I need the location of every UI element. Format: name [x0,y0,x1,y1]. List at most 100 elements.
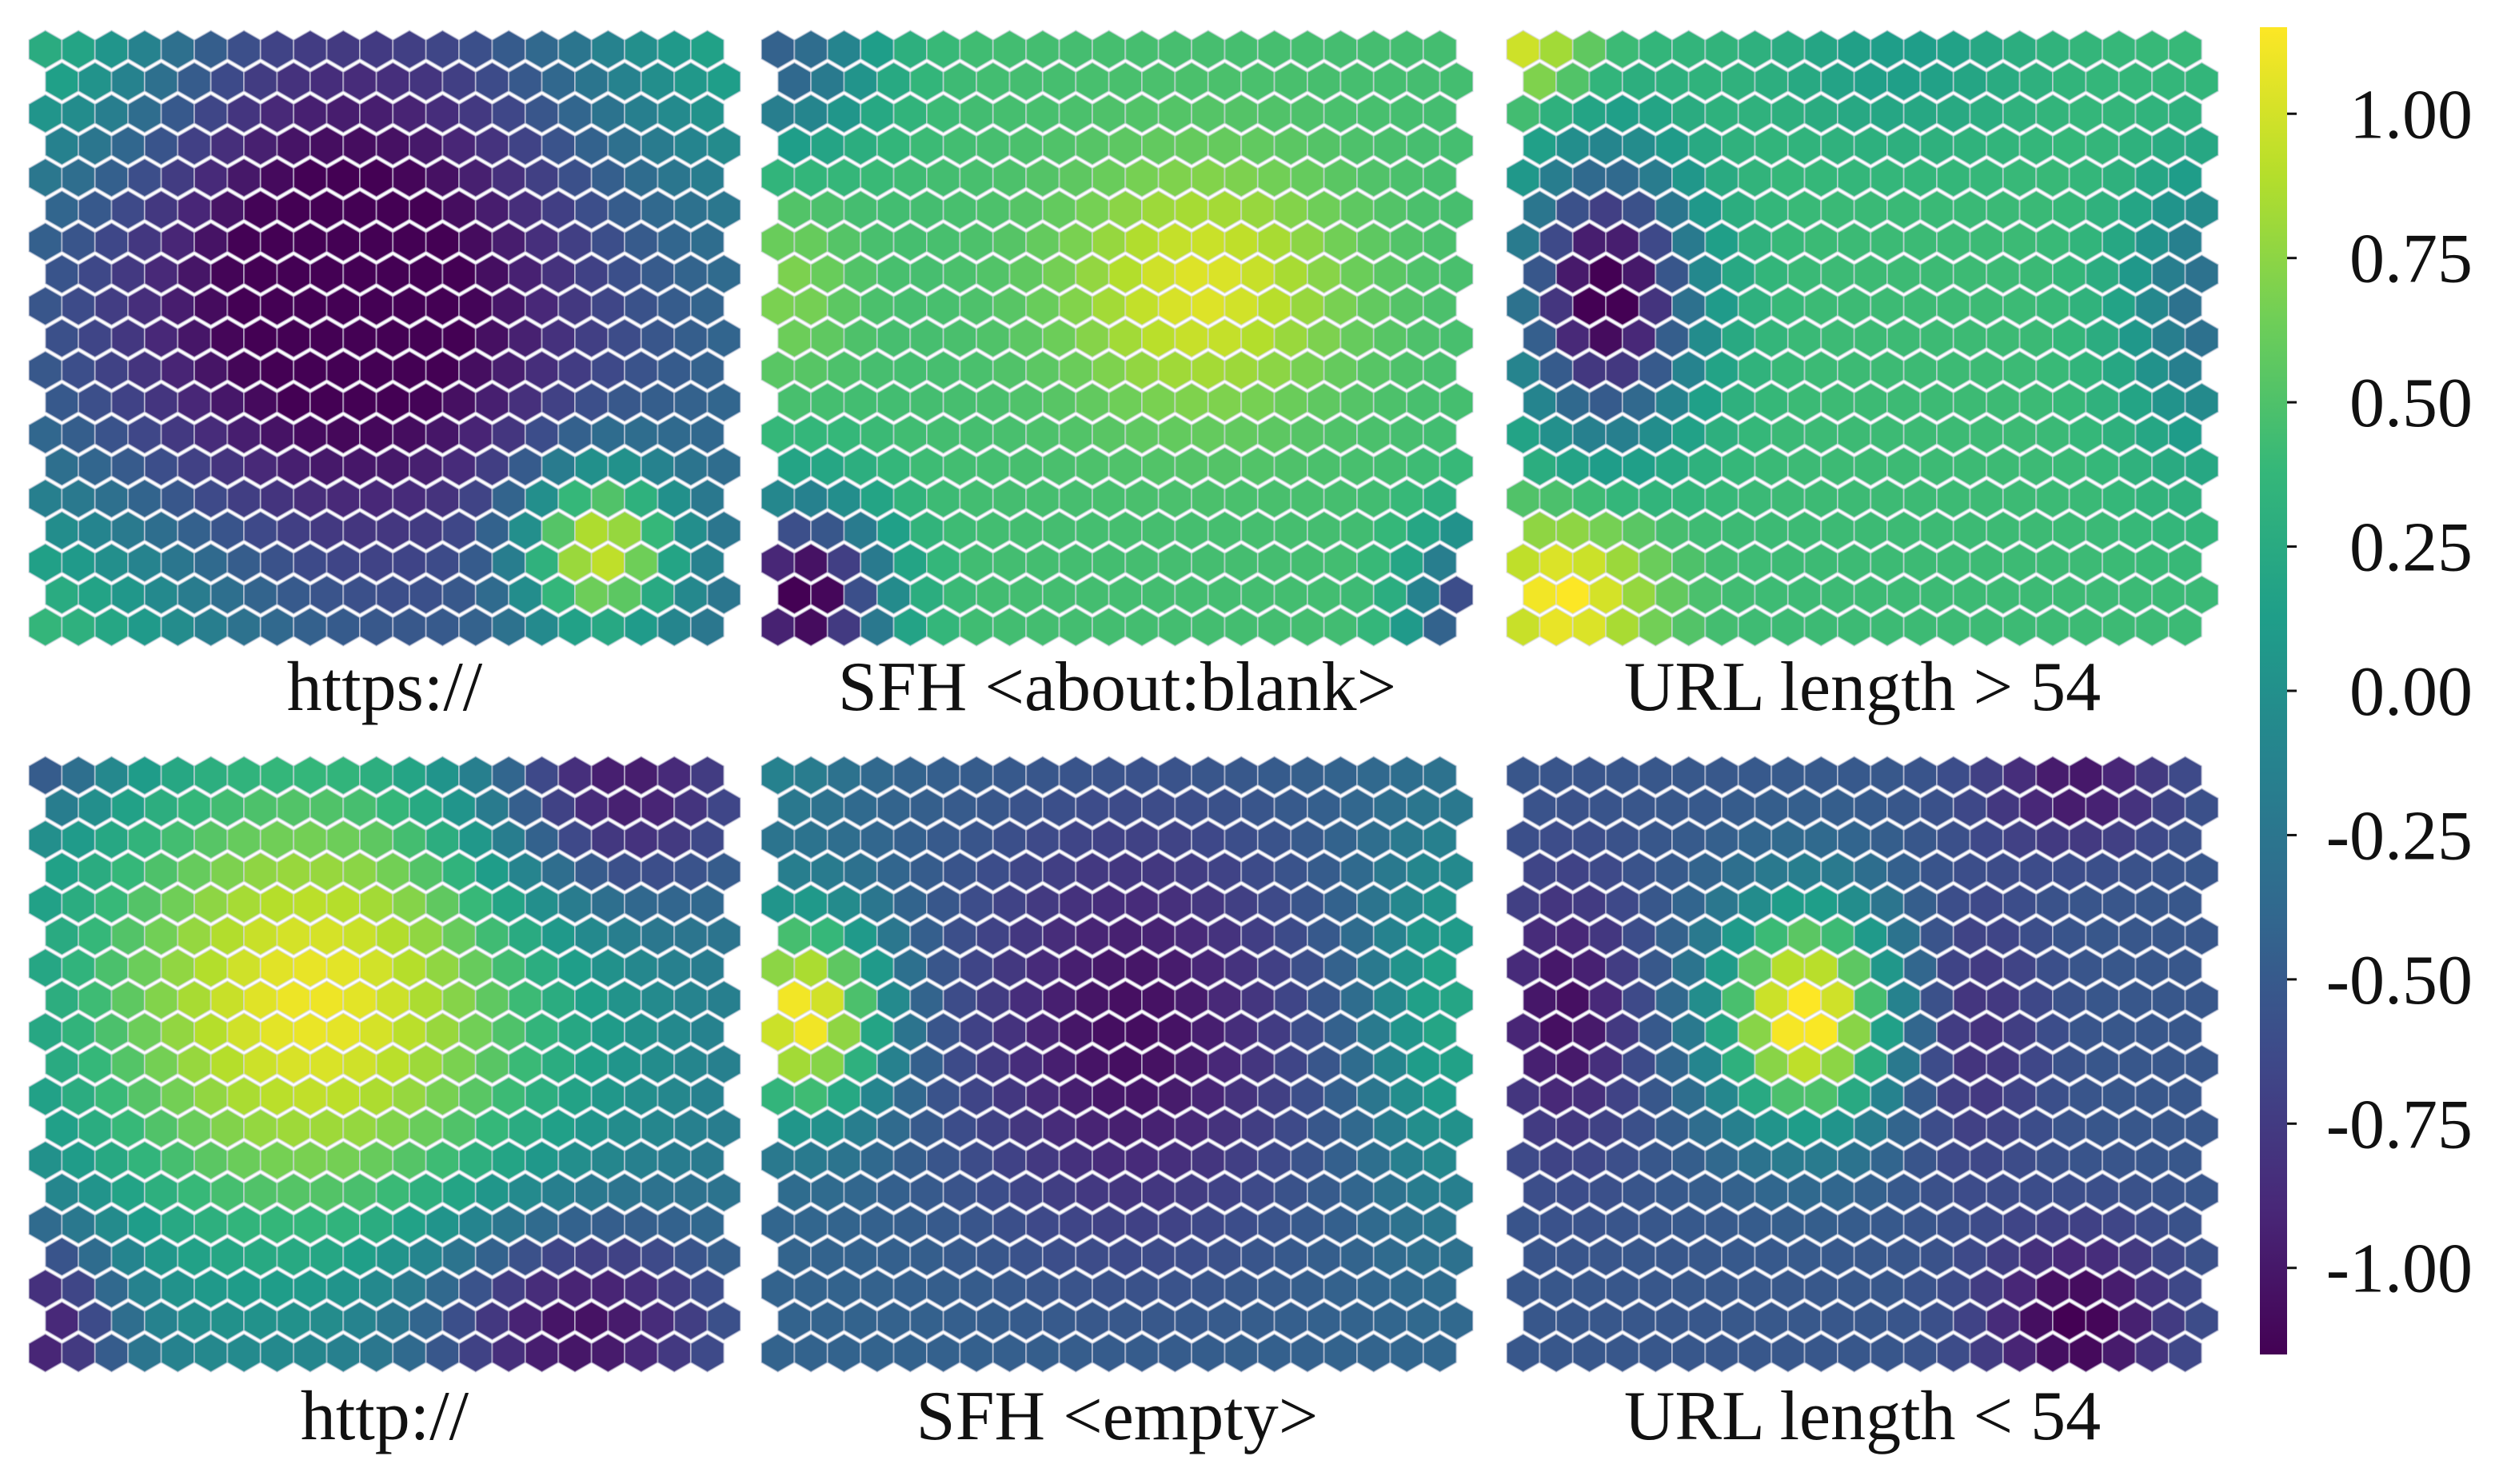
hex-cell [793,1011,828,1052]
hex-cell [94,1011,130,1052]
hex-cell [1256,755,1292,796]
hex-cell [607,979,642,1020]
hex-cell [2052,61,2087,102]
hex-cell [1803,820,1838,860]
hex-cell [876,1043,912,1085]
hex-cell [2102,1076,2137,1117]
hex-cell [1588,61,1623,102]
hex-cell [1638,94,1673,134]
hex-cell [892,607,928,648]
hex-cell [657,947,692,988]
hex-cell [959,1076,994,1117]
hex-cell [2085,1236,2120,1277]
hex-cell [160,158,195,198]
hex-cell [1406,126,1441,166]
hex-cell [1986,1043,2021,1085]
hex-cell [1356,1140,1391,1181]
hex-cell [992,820,1028,860]
hex-cell [876,574,912,616]
hex-cell [210,446,246,487]
hex-cell [1853,916,1888,956]
hex-cell [1339,510,1375,551]
hex-cell [2118,1043,2154,1085]
hex-cell [1902,1204,1938,1245]
hex-cell [1754,1172,1789,1213]
hex-cell [1870,1011,1905,1052]
hex-cell [28,884,63,924]
hex-cell [210,916,246,956]
hex-cell [342,61,377,102]
hex-cell [607,852,642,892]
hex-cell [1058,1204,1093,1245]
hex-cell [2134,542,2170,583]
hex-cell [2118,253,2154,294]
hex-cell [640,852,676,892]
hex-cell [1372,916,1408,956]
hex-cell [1224,1011,1259,1052]
hex-cell [1224,884,1259,924]
hex-cell [926,1268,961,1309]
hex-cell [1124,94,1160,134]
hex-cell [1240,574,1275,616]
hex-cell [1952,574,1988,616]
hex-cell [1986,916,2021,956]
hex-cell [1737,221,1773,262]
hex-cell [474,61,510,102]
hex-cell [458,1076,493,1117]
hex-cell [976,189,1011,230]
hex-cell [992,607,1028,648]
hex-cell [1008,189,1044,230]
hex-cell [409,574,444,616]
hex-cell [1174,1236,1209,1277]
hex-cell [1721,1300,1756,1342]
hex-cell [143,253,179,294]
hex-cell [1506,414,1541,455]
hex-cell [1803,1011,1838,1052]
hex-cell [1687,852,1723,892]
hex-cell [1372,126,1408,166]
hex-cell [1273,317,1308,359]
hex-cell [657,94,692,134]
hex-cell [1522,382,1558,423]
hex-cell [657,820,692,860]
hex-cell [309,253,345,294]
hex-cell [1638,1204,1673,1245]
hex-cell [1041,787,1077,828]
hex-cell [1174,1043,1209,1085]
hex-cell [1522,189,1558,230]
hex-cell [1191,29,1226,70]
hex-cell [1803,1204,1838,1245]
hex-cell [508,979,543,1020]
hex-cell [1389,1011,1424,1052]
hex-cell [760,755,796,796]
hex-cell [1307,1172,1342,1213]
hex-cell [342,1172,377,1213]
hex-cell [1986,317,2021,359]
hex-cell [706,382,741,423]
hex-cell [843,787,878,828]
hex-cell [1919,61,1954,102]
hex-cell [607,382,642,423]
hex-cell [1754,189,1789,230]
hex-cell [810,1043,845,1085]
hex-cell [1655,446,1690,487]
hex-cell [491,158,526,198]
hex-cell [1853,446,1888,487]
hex-cell [640,1108,676,1149]
hex-cell [1439,1300,1474,1342]
hex-cell [1655,317,1690,359]
hex-cell [2035,607,2070,648]
hex-cell [1571,1011,1607,1052]
hex-cell [1422,1011,1458,1052]
hex-cell [194,1140,229,1181]
hex-cell [325,755,361,796]
hex-cell [590,285,626,326]
hex-cell [574,574,609,616]
hex-cell [1439,382,1474,423]
hex-cell [1671,221,1707,262]
hex-cell [1754,446,1789,487]
hex-cell [2085,916,2120,956]
hex-cell [942,61,978,102]
hex-cell [160,542,195,583]
hex-cell [1290,1268,1325,1309]
